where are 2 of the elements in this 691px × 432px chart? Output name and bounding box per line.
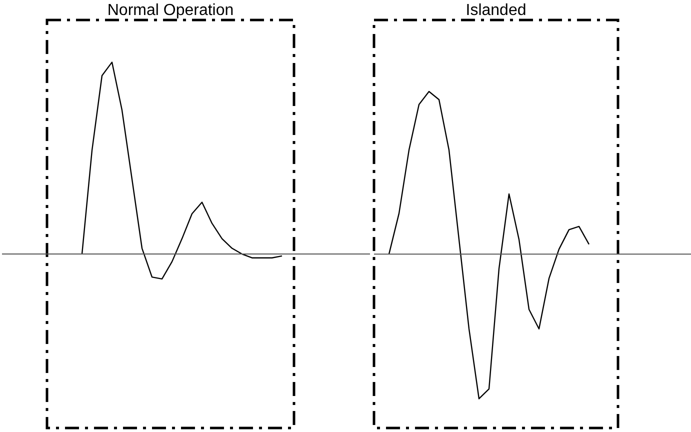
chart-title: Islanded: [466, 2, 526, 19]
chart-title: Normal Operation: [107, 2, 234, 19]
